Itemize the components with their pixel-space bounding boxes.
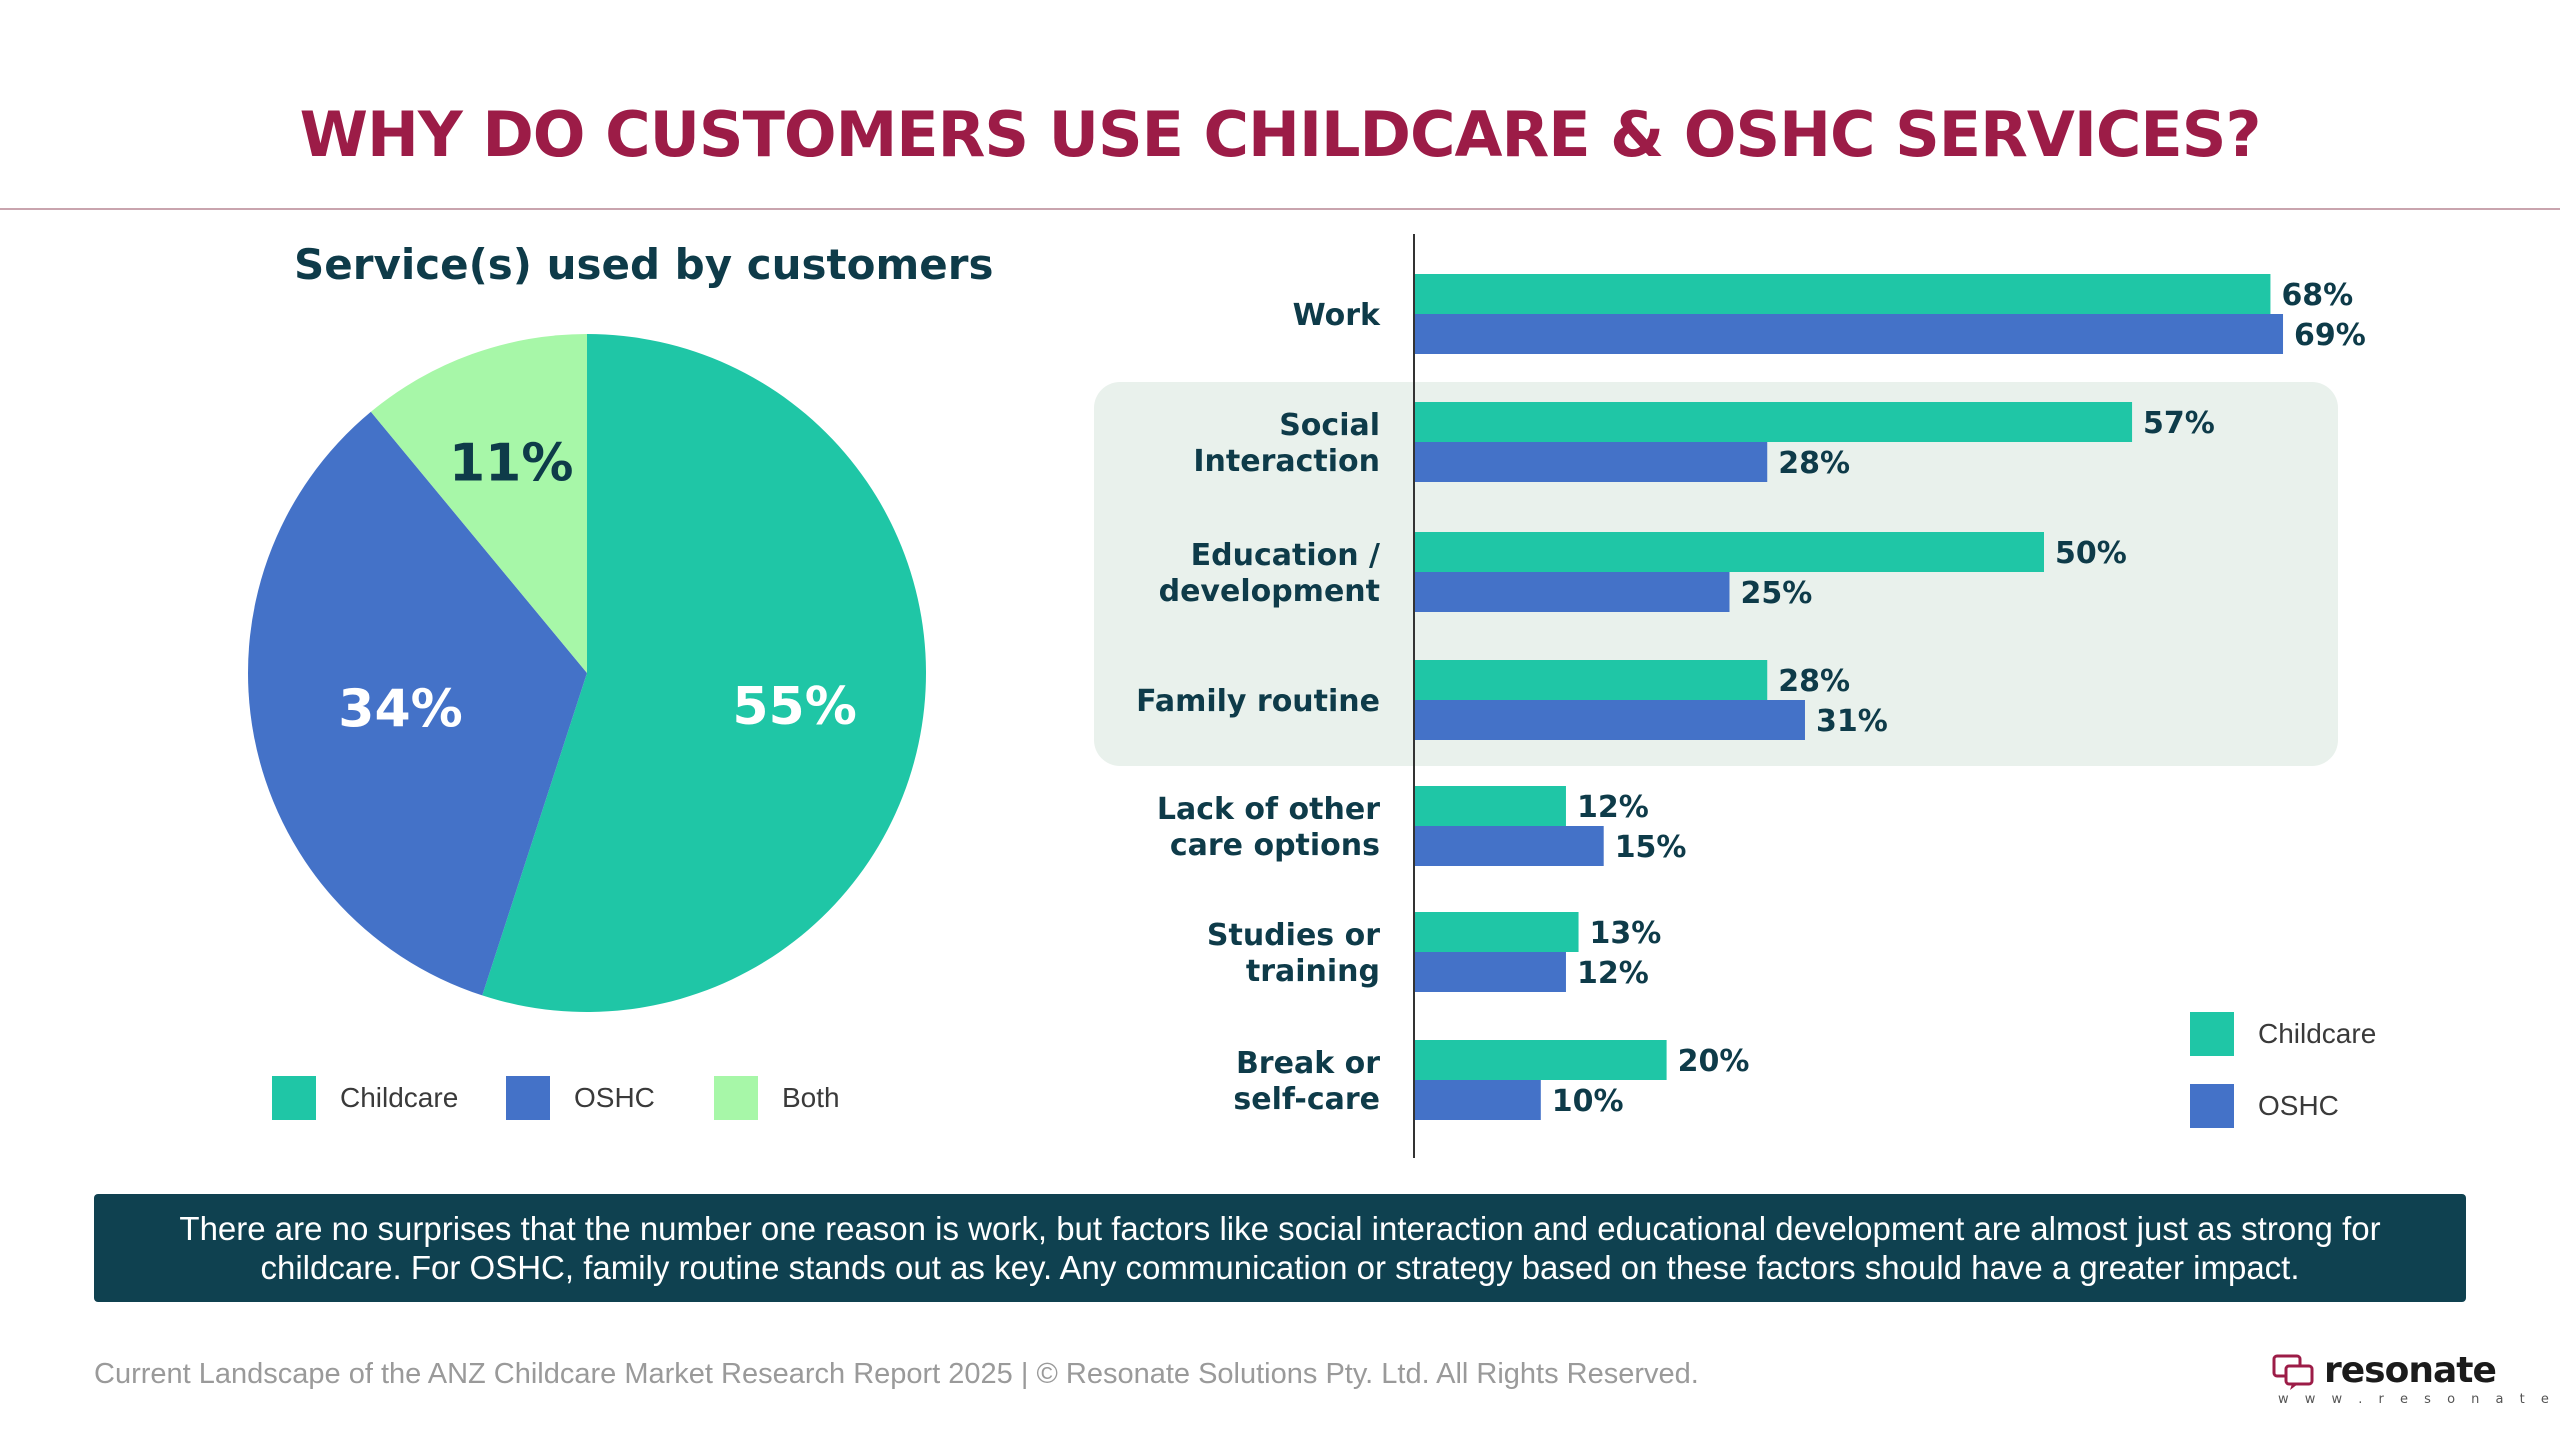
bar-value-childcare-break-or-self-care: 20% <box>1678 1044 1750 1079</box>
bar-legend-item-oshc: OSHC <box>2190 1084 2339 1128</box>
bar-value-childcare-social-interaction: 57% <box>2143 406 2215 441</box>
bar-oshc-break-or-self-care <box>1415 1080 1541 1120</box>
bar-value-oshc-work: 69% <box>2294 318 2366 353</box>
bar-value-childcare-studies-or-training: 13% <box>1590 916 1662 951</box>
bar-childcare-education-development <box>1415 532 2044 572</box>
bar-childcare-studies-or-training <box>1415 912 1579 952</box>
logo-wordmark: resonate <box>2324 1350 2497 1391</box>
pie-slice-both <box>370 334 587 673</box>
bar-value-oshc-social-interaction: 28% <box>1778 446 1850 481</box>
category-label-family-routine: Family routine <box>1136 684 1380 719</box>
bar-value-childcare-work: 68% <box>2281 278 2353 313</box>
bar-childcare-lack-of-other-care-options <box>1415 786 1566 826</box>
category-label-social-interaction: Social Interaction <box>1193 408 1380 479</box>
legend-swatch-both <box>714 1076 758 1120</box>
bar-value-oshc-family-routine: 31% <box>1816 704 1888 739</box>
pie-slice-childcare <box>482 334 927 1013</box>
pie-chart-title: Service(s) used by customers <box>294 240 994 289</box>
bar-value-childcare-lack-of-other-care-options: 12% <box>1577 790 1649 825</box>
legend-label-childcare: Childcare <box>340 1082 459 1113</box>
bar-value-oshc-studies-or-training: 12% <box>1577 956 1649 991</box>
logo-url: w w w . r e s o n a t e . c x <box>2278 1392 2560 1407</box>
legend-item-oshc: OSHC <box>506 1076 655 1120</box>
summary-text: There are no surprises that the number o… <box>179 1210 2381 1286</box>
bar-legend-label-childcare: Childcare <box>2258 1018 2377 1049</box>
bar-childcare-family-routine <box>1415 660 1768 700</box>
legend-swatch-oshc <box>506 1076 550 1120</box>
bar-legend-swatch-oshc <box>2190 1084 2234 1128</box>
category-label-studies-or-training: Studies or training <box>1207 918 1380 989</box>
legend-swatch-childcare <box>272 1076 316 1120</box>
bar-value-oshc-education-development: 25% <box>1741 576 1813 611</box>
pie-label-oshc: 34% <box>338 680 462 740</box>
bar-oshc-studies-or-training <box>1415 952 1566 992</box>
bar-legend-label-oshc: OSHC <box>2258 1090 2339 1121</box>
bar-value-oshc-break-or-self-care: 10% <box>1552 1084 1624 1119</box>
bar-childcare-social-interaction <box>1415 402 2133 442</box>
bar-oshc-social-interaction <box>1415 442 1768 482</box>
legend-item-both: Both <box>714 1076 840 1120</box>
bar-oshc-family-routine <box>1415 700 1805 740</box>
footer-copyright: Current Landscape of the ANZ Childcare M… <box>94 1358 1699 1390</box>
bar-childcare-work <box>1415 274 2271 314</box>
category-label-break-or-self-care: Break or self-care <box>1233 1046 1380 1117</box>
bar-value-oshc-lack-of-other-care-options: 15% <box>1615 830 1687 865</box>
bar-legend-swatch-childcare <box>2190 1012 2234 1056</box>
bar-oshc-lack-of-other-care-options <box>1415 826 1604 866</box>
bar-value-childcare-education-development: 50% <box>2055 536 2127 571</box>
pie-label-both: 11% <box>449 433 573 493</box>
bar-oshc-work <box>1415 314 2284 354</box>
category-label-lack-of-other-care-options: Lack of other care options <box>1157 792 1380 863</box>
bar-childcare-break-or-self-care <box>1415 1040 1667 1080</box>
legend-item-childcare: Childcare <box>272 1076 458 1120</box>
legend-label-both: Both <box>782 1082 840 1113</box>
pie-label-childcare: 55% <box>732 677 856 737</box>
category-label-work: Work <box>1293 298 1381 333</box>
legend-label-oshc: OSHC <box>574 1082 655 1113</box>
pie-slice-oshc <box>248 411 587 996</box>
category-label-education-development: Education / development <box>1159 538 1380 609</box>
bar-legend-item-childcare: Childcare <box>2190 1012 2376 1056</box>
summary-box: There are no surprises that the number o… <box>94 1194 2466 1302</box>
bar-oshc-education-development <box>1415 572 1730 612</box>
chat-bubbles-icon <box>2272 1354 2314 1390</box>
page-title: WHY DO CUSTOMERS USE CHILDCARE & OSHC SE… <box>299 98 2262 171</box>
title-divider <box>0 208 2560 210</box>
bar-value-childcare-family-routine: 28% <box>1778 664 1850 699</box>
resonate-logo: resonate w w w . r e s o n a t e . c x <box>2272 1350 2560 1410</box>
